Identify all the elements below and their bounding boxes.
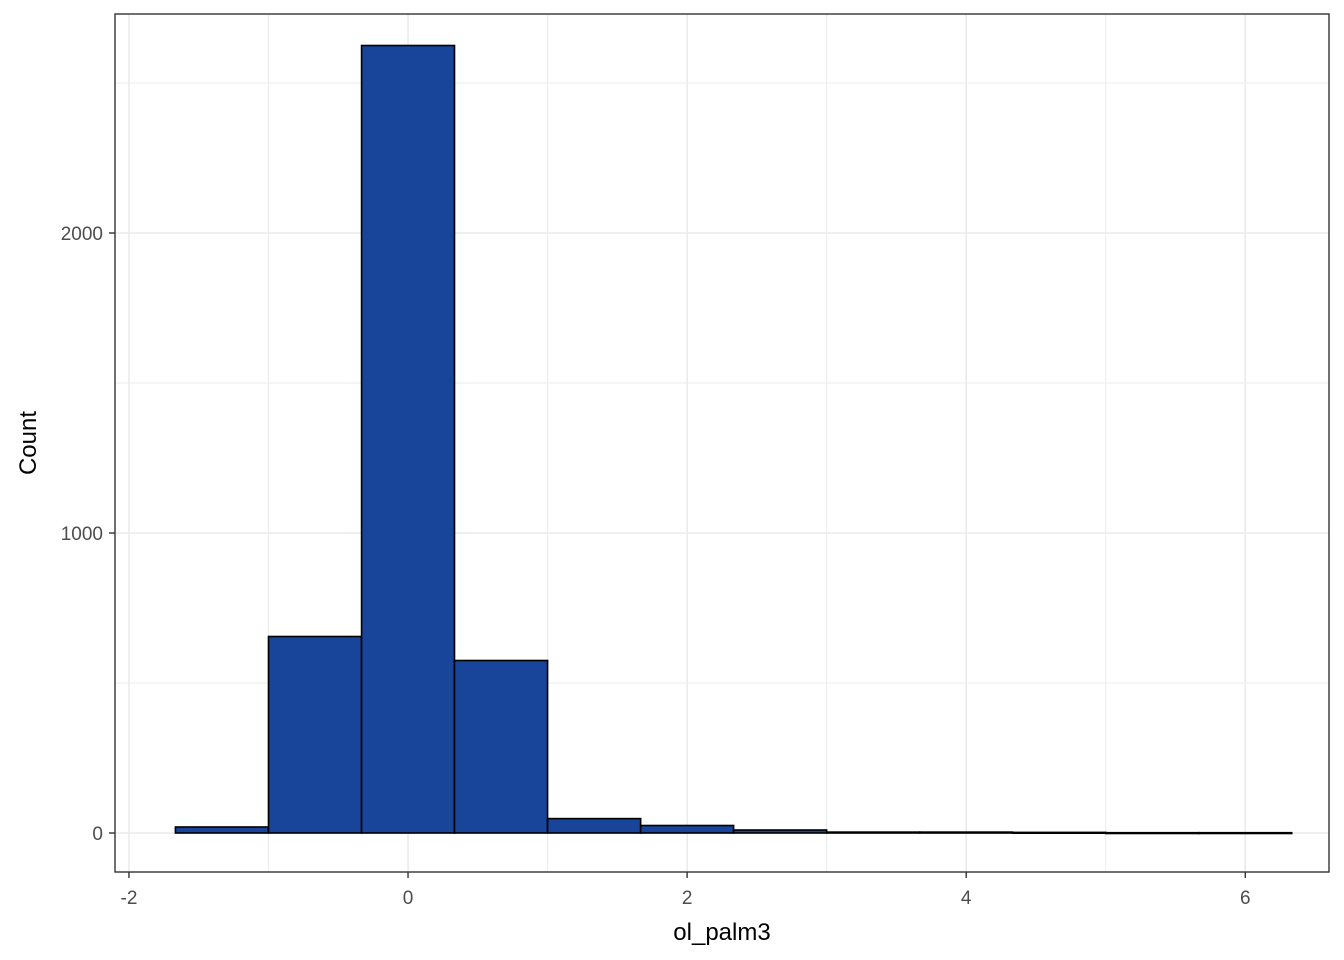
histogram-bars (174, 44, 1293, 835)
histogram-bar (918, 831, 1014, 834)
histogram-bar (825, 831, 921, 834)
histogram-bar (1104, 831, 1200, 835)
histogram-bar (546, 817, 642, 834)
x-tick-label: 6 (1240, 888, 1251, 909)
histogram-bar (174, 826, 270, 834)
x-tick-label: 0 (403, 888, 414, 909)
axis-ticks: -2 0 2 4 6 0 1000 2000 (61, 224, 1251, 909)
histogram-bar (267, 635, 363, 834)
y-tick-label: 0 (92, 824, 103, 845)
histogram-bar (453, 659, 549, 834)
histogram-bar (732, 829, 828, 834)
y-tick-label: 1000 (61, 524, 103, 545)
panel-border (114, 13, 1330, 873)
x-tick-label: 2 (682, 888, 693, 909)
y-tick-label: 2000 (61, 224, 103, 245)
x-axis-title: ol_palm3 (673, 919, 770, 946)
x-tick-label: -2 (121, 888, 138, 909)
y-axis-title: Count (15, 411, 42, 475)
histogram-bar (360, 44, 456, 834)
histogram-bar (639, 824, 735, 834)
histogram-bar (1011, 831, 1107, 835)
x-tick-label: 4 (961, 888, 972, 909)
histogram-bar (1198, 831, 1293, 835)
